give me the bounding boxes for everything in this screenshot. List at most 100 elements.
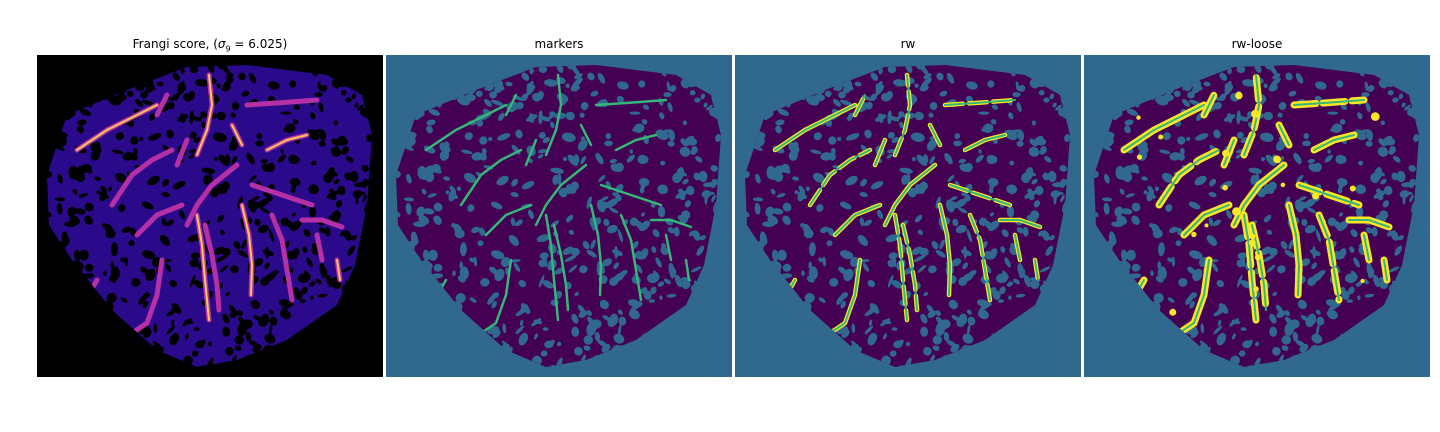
vessel-glow bbox=[314, 232, 325, 263]
vessel-marker bbox=[1278, 124, 1290, 146]
vessel-marker bbox=[964, 134, 1006, 151]
vessel-marker bbox=[579, 123, 593, 147]
vessel-marker bbox=[684, 258, 691, 282]
vessel-core bbox=[241, 204, 254, 296]
markers-image bbox=[386, 55, 732, 377]
vessel-marker bbox=[614, 133, 658, 152]
vessel-core bbox=[336, 259, 341, 281]
vessel-marker bbox=[874, 139, 886, 166]
vessel-marker bbox=[1313, 134, 1355, 151]
vessel-marker bbox=[939, 204, 952, 296]
vessel-marker bbox=[544, 73, 563, 157]
rw-loose-image bbox=[1084, 55, 1430, 377]
vessel-core bbox=[231, 124, 243, 146]
segment-blob bbox=[1222, 149, 1230, 157]
segment-blob bbox=[1232, 207, 1241, 217]
vessel-marker bbox=[1348, 219, 1390, 228]
vessel-marker bbox=[1298, 184, 1360, 206]
vessel-glow bbox=[269, 212, 295, 303]
segment-blob bbox=[1312, 192, 1320, 200]
segment-blob bbox=[1280, 182, 1286, 188]
vessel-marker bbox=[834, 204, 881, 236]
vessel-marker bbox=[949, 184, 1011, 206]
segment-blob bbox=[1249, 233, 1256, 240]
vessel-marker bbox=[774, 104, 856, 151]
vessel-marker bbox=[552, 223, 570, 312]
vessels bbox=[772, 72, 1043, 343]
vessel-marker bbox=[1183, 204, 1230, 236]
vessel-marker bbox=[1034, 259, 1039, 281]
vessel-marker bbox=[1158, 149, 1220, 206]
panel-title-markers: markers bbox=[534, 37, 584, 51]
vessel-marker bbox=[649, 218, 693, 229]
panel-rw-loose: rw-loose bbox=[1084, 0, 1430, 432]
vessel-marker bbox=[1203, 94, 1215, 116]
vessel-marker bbox=[1383, 259, 1388, 281]
vessel-marker bbox=[594, 98, 668, 107]
segment-blob bbox=[1251, 109, 1260, 118]
segment-blob bbox=[1371, 112, 1380, 121]
vessel-glow bbox=[299, 217, 345, 230]
vessel-glow bbox=[202, 222, 222, 313]
panel-frangi: Frangi score, (σ9 = 6.025) bbox=[37, 0, 383, 432]
panel-title-frangi: Frangi score, (σ9 = 6.025) bbox=[132, 37, 288, 54]
vessel-marker bbox=[504, 93, 518, 117]
vessel-marker bbox=[1363, 234, 1370, 261]
segment-blob bbox=[1204, 223, 1209, 228]
vessel-marker bbox=[969, 214, 991, 301]
vessel-marker bbox=[894, 74, 912, 156]
vessel-glow bbox=[154, 92, 170, 118]
segment-blob bbox=[1254, 254, 1261, 261]
segment-blob bbox=[1248, 239, 1256, 247]
vessel-marker bbox=[1251, 224, 1267, 311]
segment-blob bbox=[1235, 91, 1243, 100]
vessel-marker bbox=[534, 163, 588, 227]
segment-blob bbox=[1191, 231, 1197, 238]
vessel-marker bbox=[524, 138, 538, 167]
vessel-marker bbox=[1123, 104, 1205, 151]
segment-blob bbox=[1136, 154, 1143, 160]
vessel-glow bbox=[109, 147, 175, 208]
vessel-glow bbox=[244, 97, 320, 108]
vessel-marker bbox=[459, 148, 523, 207]
panel-title-rw: rw bbox=[900, 37, 916, 51]
vessel-glow bbox=[174, 137, 190, 168]
vessel-marker bbox=[929, 124, 941, 146]
segment-blob bbox=[1222, 184, 1228, 191]
vessel-core bbox=[266, 134, 308, 151]
vessel-marker bbox=[544, 213, 560, 322]
panel-title-rw-loose: rw-loose bbox=[1231, 37, 1283, 51]
vessel-glow bbox=[134, 202, 185, 238]
vessel-marker bbox=[809, 149, 871, 206]
segment-blob bbox=[1360, 278, 1365, 284]
vessel-glow bbox=[184, 162, 240, 228]
vessel-marker bbox=[1014, 234, 1021, 261]
vessel-marker bbox=[1318, 214, 1340, 301]
rw-image bbox=[735, 55, 1081, 377]
vessel-marker bbox=[424, 103, 508, 152]
vessel-marker bbox=[484, 203, 533, 237]
vessel-marker bbox=[664, 233, 673, 262]
panel-rw: rw bbox=[735, 0, 1081, 432]
vessel-core bbox=[76, 104, 158, 151]
vessel-marker bbox=[944, 99, 1016, 106]
vessel-marker bbox=[884, 164, 936, 226]
vessel-marker bbox=[619, 213, 643, 302]
vessel-marker bbox=[854, 94, 866, 116]
vessel-marker bbox=[1288, 204, 1301, 296]
vessel-glow bbox=[249, 182, 315, 208]
vessel-marker bbox=[1243, 214, 1257, 321]
vessel-core bbox=[196, 214, 210, 321]
vessel-marker bbox=[894, 214, 908, 321]
vessel-marker bbox=[589, 203, 603, 297]
segment-blob bbox=[1169, 308, 1177, 316]
segment-blob bbox=[1273, 155, 1281, 164]
panel-markers: markers bbox=[386, 0, 732, 432]
segment-blob bbox=[1158, 134, 1164, 140]
segment-blob bbox=[1349, 185, 1356, 192]
vessel-marker bbox=[999, 219, 1041, 228]
segment-blob bbox=[1253, 286, 1259, 292]
vessel-marker bbox=[1293, 99, 1365, 106]
frangi-image bbox=[37, 55, 383, 377]
vessel-core bbox=[196, 74, 214, 156]
